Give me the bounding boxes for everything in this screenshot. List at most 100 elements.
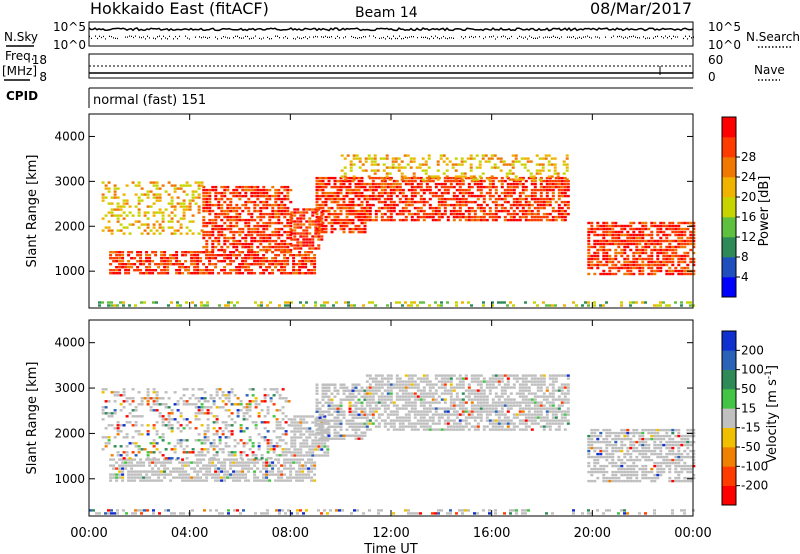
heatmap-cell (190, 479, 194, 482)
heatmap-cell (323, 304, 326, 307)
heatmap-cell (262, 185, 266, 189)
heatmap-cell (650, 257, 654, 261)
heatmap-cell (647, 455, 651, 459)
heatmap-cell (214, 221, 218, 225)
heatmap-cell (217, 239, 221, 243)
heatmap-cell (554, 398, 558, 401)
heatmap-cell (357, 194, 361, 198)
heatmap-cell (380, 200, 384, 204)
heatmap-cell (151, 461, 155, 464)
heatmap-cell (283, 263, 287, 266)
heatmap-cell (644, 245, 648, 249)
heatmap-cell (500, 380, 504, 383)
heatmap-cell (308, 454, 312, 457)
heatmap-cell (686, 236, 690, 240)
heatmap-cell (188, 199, 192, 202)
heatmap-cell (401, 428, 405, 431)
heatmap-cell (296, 208, 300, 211)
heatmap-cell (503, 197, 507, 201)
heatmap-cell (152, 196, 156, 199)
heatmap-cell (357, 422, 361, 425)
heatmap-cell (347, 301, 350, 304)
heatmap-cell (142, 470, 146, 473)
heatmap-cell (608, 233, 612, 237)
power-colorbar-label: Power [dB] (757, 176, 772, 247)
heatmap-cell (299, 244, 303, 247)
heatmap-cell (342, 197, 346, 201)
heatmap-cell (551, 194, 555, 198)
heatmap-cell (217, 467, 221, 470)
heatmap-cell (274, 200, 278, 204)
heatmap-cell (200, 184, 204, 187)
heatmap-cell (662, 251, 666, 255)
heatmap-cell (307, 269, 311, 272)
heatmap-cell (217, 203, 221, 207)
heatmap-cell (481, 154, 485, 157)
heatmap-cell (211, 218, 215, 222)
heatmap-cell (339, 212, 343, 216)
heatmap-cell (560, 374, 564, 377)
heatmap-cell (674, 251, 678, 255)
heatmap-cell (253, 464, 257, 467)
heatmap-cell (315, 398, 319, 401)
heatmap-cell (181, 272, 185, 275)
heatmap-cell (244, 269, 248, 272)
heatmap-cell (107, 190, 111, 193)
heatmap-cell (473, 419, 477, 422)
heatmap-cell (139, 251, 143, 254)
heatmap-cell (442, 160, 446, 163)
heatmap-cell (235, 218, 239, 222)
heatmap-cell (289, 476, 293, 479)
heatmap-cell (127, 266, 131, 269)
heatmap-cell (428, 212, 432, 216)
heatmap-cell (371, 197, 375, 201)
heatmap-cell (265, 206, 269, 210)
heatmap-cell (368, 407, 372, 410)
heatmap-cell (232, 224, 236, 228)
heatmap-cell (354, 404, 358, 407)
heatmap-cell (458, 407, 462, 410)
heatmap-cell (467, 383, 471, 386)
heatmap-cell (317, 445, 321, 448)
heatmap-cell (277, 233, 281, 237)
heatmap-cell (330, 197, 334, 201)
heatmap-cell (593, 479, 597, 483)
heatmap-cell (388, 178, 392, 181)
heatmap-cell (324, 428, 328, 431)
heatmap-cell (223, 473, 227, 476)
heatmap-cell (413, 407, 417, 410)
heatmap-cell (289, 215, 293, 219)
heatmap-cell (407, 203, 411, 207)
heatmap-cell (315, 389, 319, 392)
heatmap-cell (330, 392, 334, 395)
heatmap-cell (638, 254, 642, 258)
heatmap-cell (235, 188, 239, 192)
heatmap-cell (629, 239, 633, 243)
heatmap-cell (485, 407, 489, 410)
heatmap-cell (365, 206, 369, 210)
heatmap-cell (533, 191, 537, 195)
heatmap-cell (659, 236, 663, 240)
heatmap-cell (458, 212, 462, 216)
heatmap-cell (523, 157, 527, 160)
heatmap-cell (354, 194, 358, 198)
heatmap-cell (422, 401, 426, 404)
heatmap-cell (154, 269, 158, 272)
heatmap-cell (524, 374, 528, 377)
heatmap-cell (229, 209, 233, 213)
heatmap-cell (452, 197, 456, 201)
heatmap-cell (208, 272, 212, 275)
heatmap-cell (509, 215, 513, 219)
heatmap-cell (223, 233, 227, 237)
heatmap-cell (464, 401, 468, 404)
heatmap-cell (548, 410, 552, 413)
heatmap-cell (653, 260, 657, 264)
heatmap-cell (299, 247, 303, 250)
heatmap-cell (425, 392, 429, 395)
heatmap-cell (160, 272, 164, 275)
heatmap-cell (629, 269, 633, 273)
heatmap-cell (244, 266, 248, 269)
heatmap-cell (632, 443, 636, 447)
heatmap-cell (191, 193, 195, 196)
heatmap-cell (413, 176, 417, 180)
